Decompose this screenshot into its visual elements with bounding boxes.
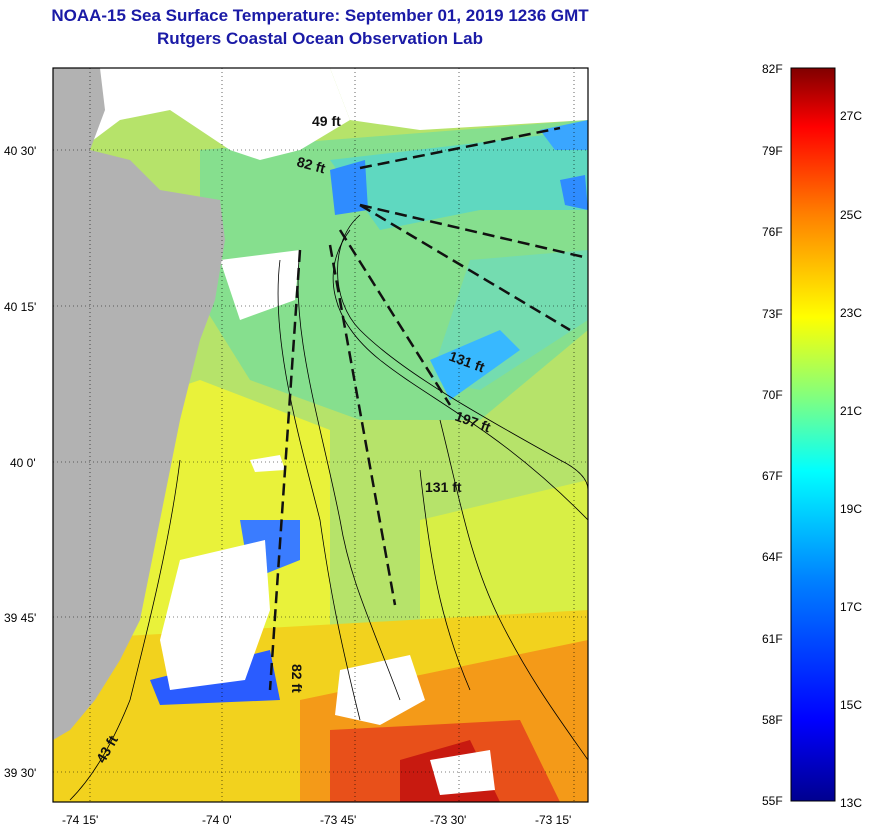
cloud-north [53, 68, 350, 160]
x-tick: -73 15' [535, 813, 571, 827]
cb-f-label: 55F [762, 794, 783, 808]
depth-label-49: 49 ft [312, 113, 341, 129]
depth-label-82-south: 82 ft [289, 664, 305, 693]
cold-patch [330, 160, 368, 215]
cb-c-label: 15C [840, 698, 863, 712]
y-tick: 39 45' [4, 611, 36, 625]
cloud-mid [220, 250, 300, 320]
map-frame [52, 67, 589, 803]
cb-f-label: 76F [762, 225, 783, 239]
cloud-south-2 [430, 750, 495, 795]
cb-c-label: 23C [840, 306, 863, 320]
map-title: NOAA-15 Sea Surface Temperature: Septemb… [51, 6, 589, 25]
x-tick: -74 15' [62, 813, 98, 827]
cb-f-label: 67F [762, 469, 783, 483]
cb-c-label: 13C [840, 796, 863, 810]
cb-f-label: 58F [762, 713, 783, 727]
cold-patch-3 [430, 330, 520, 400]
cb-f-label: 61F [762, 632, 783, 646]
bathymetry-contours [69, 214, 588, 801]
new-jersey-coast [53, 68, 225, 740]
cb-f-label: 73F [762, 307, 783, 321]
cb-f-label: 64F [762, 550, 783, 564]
cb-c-label: 17C [840, 600, 863, 614]
depth-label-131-south: 131 ft [425, 479, 462, 495]
cb-c-label: 19C [840, 502, 863, 516]
cloud-south [335, 655, 425, 725]
x-tick: -74 0' [202, 813, 232, 827]
x-tick: -73 45' [320, 813, 356, 827]
cloud-north-2 [53, 68, 588, 130]
cb-c-label: 25C [840, 208, 863, 222]
y-tick: 40 0' [10, 456, 36, 470]
warm-offshore [420, 480, 588, 650]
y-tick: 39 30' [4, 766, 36, 780]
cb-f-label: 82F [762, 62, 783, 76]
glider-transects [268, 126, 588, 691]
depth-label-82-north: 82 ft [295, 153, 327, 176]
cloud-small [250, 455, 285, 472]
cb-c-label: 27C [840, 109, 863, 123]
map-subtitle: Rutgers Coastal Ocean Observation Lab [157, 29, 483, 48]
y-tick: 40 30' [4, 144, 36, 158]
cb-c-label: 21C [840, 404, 863, 418]
colorbar [790, 67, 836, 802]
y-tick: 40 15' [4, 300, 36, 314]
cb-f-label: 70F [762, 388, 783, 402]
cloud-west [160, 540, 270, 690]
x-tick: -73 30' [430, 813, 466, 827]
cb-f-label: 79F [762, 144, 783, 158]
cold-patch-2 [540, 120, 588, 150]
